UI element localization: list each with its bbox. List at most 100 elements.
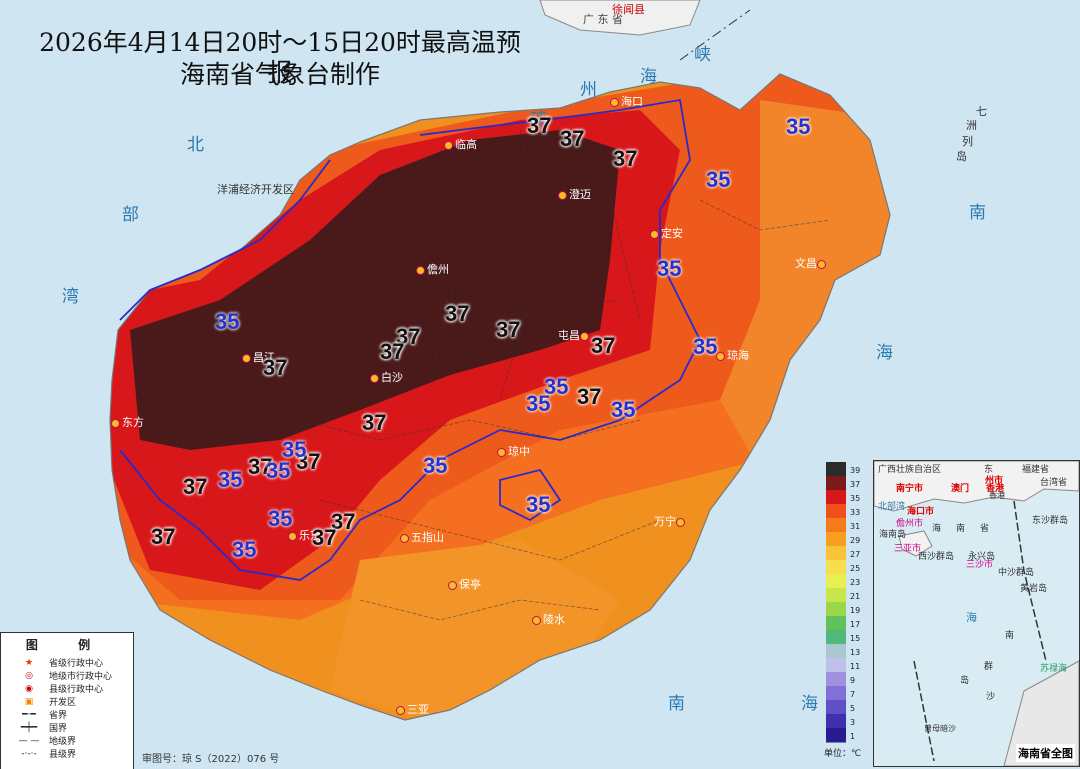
color-scale-tick-label: 1 — [850, 732, 855, 741]
color-scale-swatch — [826, 714, 846, 729]
inset-label-taiwan: 台湾省 — [1040, 478, 1068, 488]
color-scale-tick-label: 39 — [850, 466, 860, 475]
city-danzhou: 儋州 — [416, 261, 449, 277]
sea-label-qiong: 琼 — [530, 110, 547, 130]
color-scale-tick-label: 29 — [850, 536, 860, 545]
isotherm-label-37: 37 — [577, 384, 602, 409]
city-wanning: 万宁 — [654, 513, 687, 529]
county-seat-icon — [580, 331, 589, 341]
county-seat-icon — [532, 615, 541, 625]
county-seat-icon — [444, 140, 453, 150]
county-seat-icon — [497, 447, 506, 457]
prefecture-city-icon — [416, 265, 425, 275]
color-scale-swatch — [826, 658, 846, 673]
color-scale-tick-label: 23 — [850, 578, 860, 587]
color-scale-swatch — [826, 630, 846, 645]
isotherm-label-35: 35 — [268, 506, 293, 531]
inset-label-sanya: 三亚市 — [894, 544, 922, 554]
county-seat-icon — [400, 533, 409, 543]
county-seat-icon: ◉ — [25, 683, 33, 694]
sea-label-xia: 峡 — [694, 45, 711, 65]
inset-label-paracel: 西沙群岛 — [918, 552, 955, 562]
province-capital-icon: ★ — [24, 657, 34, 668]
city-qionghai: 琼海 — [716, 347, 749, 363]
prefecture-boundary-icon: — — — [18, 735, 40, 746]
color-scale-swatch — [826, 546, 846, 561]
legend-item: ★ 省级行政中心 — [1, 656, 133, 670]
legend-item: ◉ 县级行政中心 — [1, 682, 133, 696]
inset-label-huangyan: 黄岩岛 — [1020, 584, 1048, 594]
inset-label-sansha: 三沙市 — [966, 560, 994, 570]
city-wuzhishan: 五指山 — [400, 529, 444, 545]
isotherm-label-37: 37 — [445, 301, 470, 326]
county-seat-icon — [288, 531, 297, 541]
inset-label-hongkong: 香港 — [986, 484, 1005, 494]
sea-label-wan: 湾 — [62, 287, 79, 307]
province-label-guangdong: 广 东 省 — [583, 13, 623, 26]
color-scale-tick-label: 19 — [850, 606, 860, 615]
isotherm-label-37: 37 — [151, 524, 176, 549]
legend-title: 图 例 — [25, 638, 109, 652]
color-scale-swatch — [826, 588, 846, 603]
inset-label-sha: 沙 — [986, 692, 996, 702]
isotherm-label-37: 37 — [331, 509, 356, 534]
isotherm-label-37: 37 — [362, 410, 387, 435]
isotherm-label-35: 35 — [232, 537, 257, 562]
city-tunchang: 屯昌 — [558, 327, 591, 343]
inset-label-haikou: 海口市 — [907, 507, 935, 517]
city-dingan: 定安 — [650, 225, 683, 241]
inset-map-title: 海南省全图 — [1016, 744, 1075, 762]
color-scale-tick-label: 15 — [850, 634, 860, 643]
isotherm-label-35: 35 — [423, 453, 448, 478]
city-baoting: 保亭 — [448, 576, 481, 592]
isotherm-label-37: 37 — [591, 333, 616, 358]
color-scale-swatch — [826, 672, 846, 687]
isotherm-35-lines — [119, 98, 702, 581]
inset-map-graphic — [873, 460, 1080, 767]
inset-label-pratas: 东沙群岛 — [1032, 516, 1069, 526]
color-scale-tick-label: 17 — [850, 620, 860, 629]
legend-item: ━┿━ 国界 — [1, 721, 133, 735]
sea-label-nan-east: 南 — [969, 203, 986, 223]
development-zone-icon: ▣ — [24, 696, 34, 707]
color-scale-swatch — [826, 532, 846, 547]
city-qiongzhong: 琼中 — [497, 443, 530, 459]
color-scale-unit: 单位：℃ — [824, 747, 861, 759]
city-yangpu: 洋浦经济开发区 — [217, 183, 294, 196]
inset-label-nan2: 南 — [1005, 631, 1015, 641]
city-baisha: 白沙 — [370, 369, 403, 385]
county-seat-icon — [558, 190, 567, 200]
color-scale-swatch — [826, 518, 846, 533]
county-seat-icon — [676, 517, 685, 527]
inset-label-hongkong-sub: 香港 — [989, 491, 1005, 500]
province-boundary-icon: ━·━ — [22, 709, 36, 720]
isotherm-label-35: 35 — [706, 167, 731, 192]
sea-label-hai: 海 — [640, 67, 657, 87]
inset-label-sulu: 苏禄海 — [1040, 664, 1068, 674]
color-scale-tick-label: 25 — [850, 564, 860, 573]
island-label-qi: 七 — [976, 105, 987, 118]
isotherm-label-35: 35 — [544, 374, 569, 399]
island-label-dao: 岛 — [956, 150, 967, 163]
inset-label-yongxing: 永兴岛 — [968, 552, 996, 562]
color-scale-swatch — [826, 504, 846, 519]
color-scale-swatch — [826, 644, 846, 659]
color-scale-swatch — [826, 686, 846, 701]
inset-label-fujian: 福建省 — [1022, 465, 1050, 475]
map-legend: 图 例 ★ 省级行政中心 ◎ 地级市行政中心 ◉ 县级行政中心 ▣ 开发区 ━·━ 省界 … — [0, 632, 134, 769]
color-scale-tick-label: 9 — [850, 676, 855, 685]
color-scale-swatch — [826, 728, 846, 743]
prefecture-city-icon — [396, 705, 405, 715]
city-ledong: 乐东 — [288, 527, 321, 543]
inset-label-nan: 南 — [956, 524, 966, 534]
city-lingshui: 陵水 — [532, 611, 565, 627]
legend-item: ◎ 地级市行政中心 — [1, 669, 133, 683]
inset-label-zhongsha: 中沙群岛 — [998, 568, 1035, 578]
inset-label-danzhou: 儋州市 — [896, 519, 924, 529]
isotherm-label-35: 35 — [215, 309, 240, 334]
county-boundaries — [219, 129, 831, 621]
isotherm-label-37: 37 — [183, 474, 208, 499]
isotherm-label-37: 37 — [396, 324, 421, 349]
